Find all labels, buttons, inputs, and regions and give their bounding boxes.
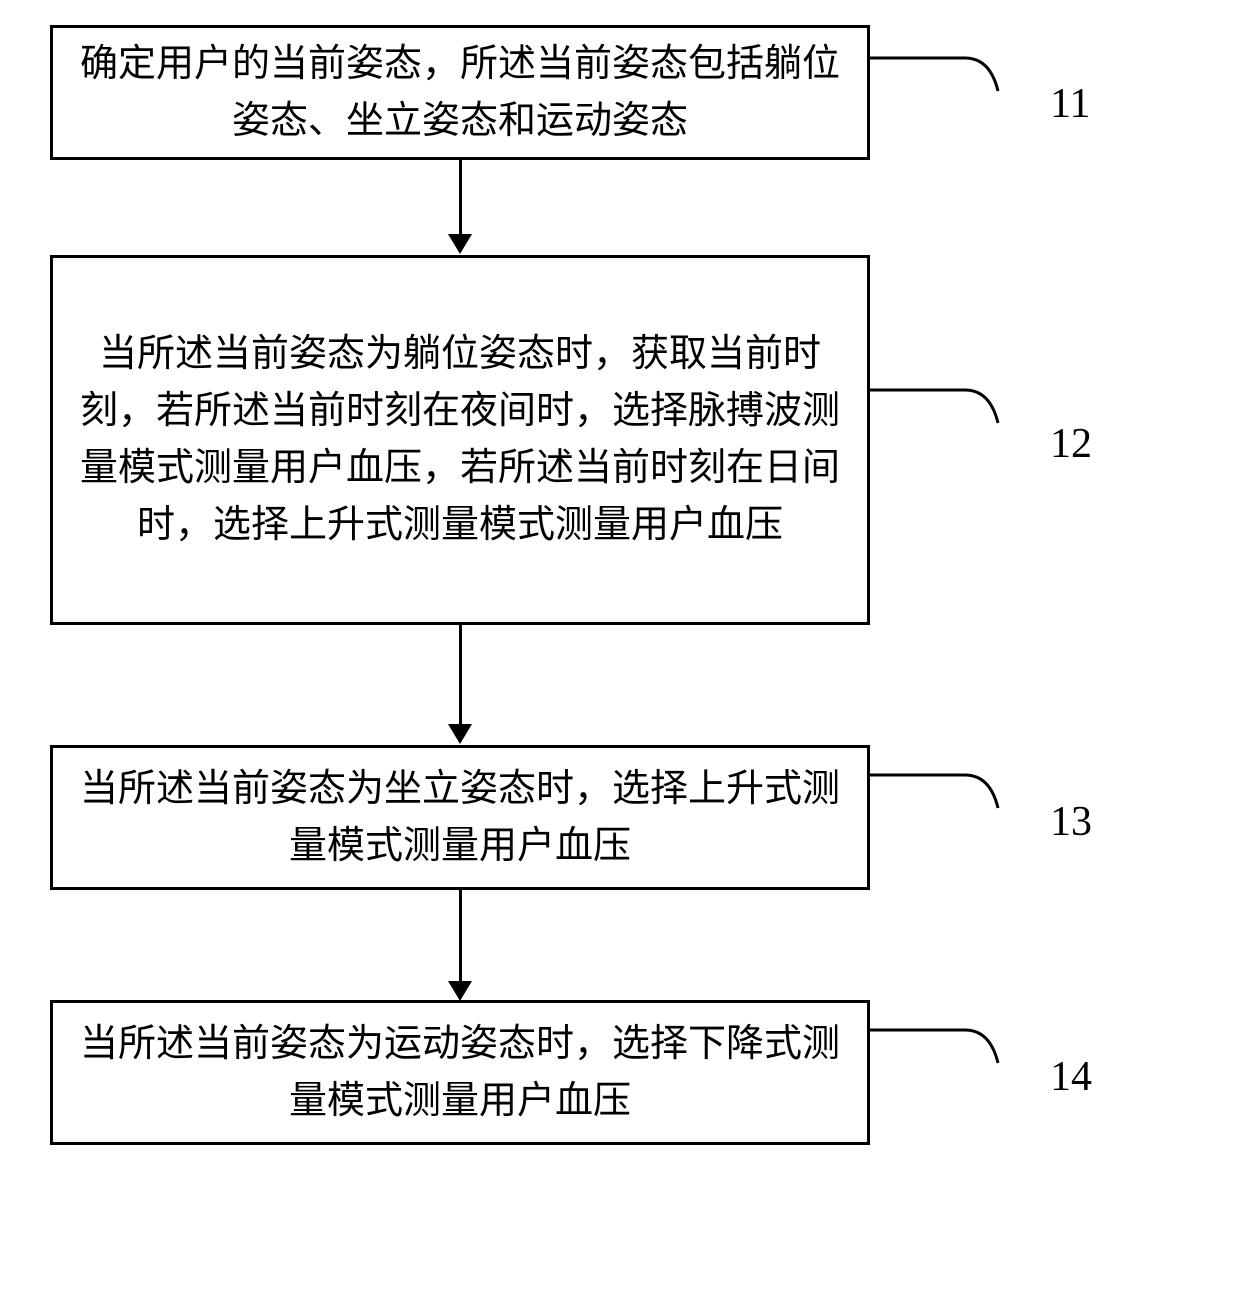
arrow-2	[448, 625, 472, 744]
label-4: 14	[1050, 1053, 1092, 1101]
flowchart-box-4: 当所述当前姿态为运动姿态时，选择下降式测量模式测量用户血压	[50, 1000, 870, 1145]
connector-2	[870, 385, 1020, 435]
label-3: 13	[1050, 798, 1092, 846]
label-2: 12	[1050, 420, 1092, 468]
box-2-text: 当所述当前姿态为躺位姿态时，获取当前时刻，若所述当前时刻在夜间时，选择脉搏波测量…	[73, 326, 847, 554]
arrow-1	[448, 160, 472, 254]
connector-4	[870, 1025, 1020, 1075]
connector-1	[870, 53, 1020, 103]
arrow-3	[448, 890, 472, 1001]
connector-3	[870, 770, 1020, 820]
box-1-text: 确定用户的当前姿态，所述当前姿态包括躺位姿态、坐立姿态和运动姿态	[73, 36, 847, 150]
flowchart-box-2: 当所述当前姿态为躺位姿态时，获取当前时刻，若所述当前时刻在夜间时，选择脉搏波测量…	[50, 255, 870, 625]
box-4-text: 当所述当前姿态为运动姿态时，选择下降式测量模式测量用户血压	[73, 1016, 847, 1130]
flowchart-box-3: 当所述当前姿态为坐立姿态时，选择上升式测量模式测量用户血压	[50, 745, 870, 890]
flowchart-box-1: 确定用户的当前姿态，所述当前姿态包括躺位姿态、坐立姿态和运动姿态	[50, 25, 870, 160]
label-1: 11	[1050, 80, 1090, 128]
box-3-text: 当所述当前姿态为坐立姿态时，选择上升式测量模式测量用户血压	[73, 761, 847, 875]
